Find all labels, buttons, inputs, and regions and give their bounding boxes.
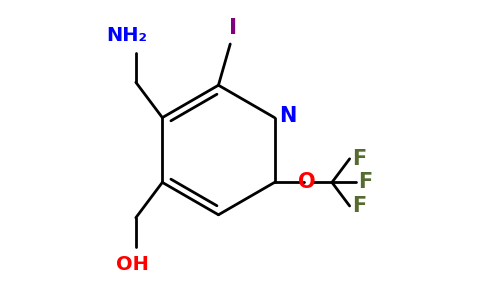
Text: NH₂: NH₂ (106, 26, 148, 46)
Text: N: N (279, 106, 296, 126)
Text: I: I (229, 18, 237, 38)
Text: OH: OH (117, 254, 150, 274)
Text: O: O (298, 172, 316, 192)
Text: F: F (352, 149, 367, 169)
Text: F: F (359, 172, 373, 192)
Text: F: F (352, 196, 367, 216)
